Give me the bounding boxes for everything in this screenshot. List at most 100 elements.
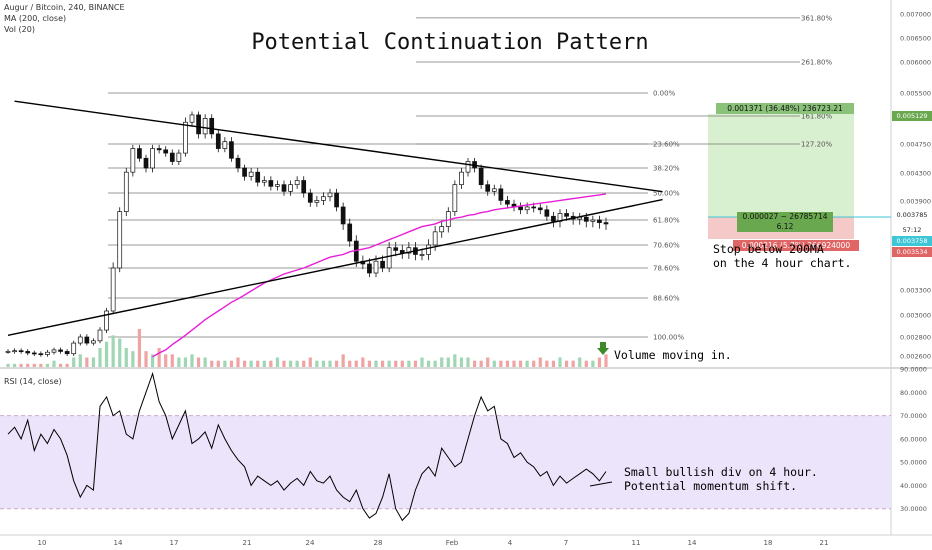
volume-bar-54 bbox=[361, 357, 365, 367]
candle-body-78 bbox=[518, 206, 523, 211]
candle-body-2 bbox=[18, 350, 24, 353]
volume-bar-11 bbox=[78, 354, 82, 367]
volume-bar-42 bbox=[282, 360, 286, 367]
stop-note-line1: Stop below 200MA bbox=[713, 242, 824, 256]
volume-bar-62 bbox=[413, 360, 418, 367]
rsi-line bbox=[7, 371, 607, 522]
volume-bar-4 bbox=[32, 363, 36, 367]
volume-bar-7 bbox=[52, 360, 56, 367]
candle-body-0 bbox=[5, 351, 11, 353]
candle-body-5 bbox=[38, 353, 44, 356]
volume-bar-30 bbox=[203, 357, 207, 367]
volume-bar-2 bbox=[19, 363, 23, 367]
candle-body-80 bbox=[531, 206, 537, 209]
candle-body-34 bbox=[229, 141, 234, 159]
volume-bar-65 bbox=[433, 360, 437, 367]
candle-body-58 bbox=[386, 247, 392, 269]
candle-body-91 bbox=[603, 222, 609, 225]
volume-bar-45 bbox=[302, 360, 306, 367]
volume-bar-59 bbox=[394, 360, 398, 367]
candle-body-48 bbox=[321, 196, 326, 201]
volume-bar-44 bbox=[295, 360, 299, 367]
fib-label-6: 38.20% bbox=[653, 165, 680, 173]
candle-body-59 bbox=[393, 247, 399, 251]
candle-body-21 bbox=[143, 157, 149, 169]
candle-body-90 bbox=[597, 219, 602, 223]
fib-label-0: 361.80% bbox=[801, 14, 832, 22]
volume-bar-31 bbox=[210, 360, 214, 367]
candle-body-27 bbox=[183, 121, 188, 154]
candle-body-28 bbox=[189, 114, 195, 123]
volume-bar-87 bbox=[578, 357, 582, 367]
candle-body-75 bbox=[498, 188, 504, 201]
rsi-note-line1: Small bullish div on 4 hour. bbox=[624, 465, 818, 479]
volume-bar-5 bbox=[39, 363, 43, 367]
volume-bar-8 bbox=[58, 363, 63, 367]
candle-body-36 bbox=[242, 167, 247, 177]
stop-note-line2: on the 4 hour chart. bbox=[713, 256, 852, 270]
candle-body-6 bbox=[45, 351, 50, 355]
volume-bar-35 bbox=[236, 357, 240, 367]
time-tick-4: 24 bbox=[306, 539, 315, 547]
candle-body-8 bbox=[58, 349, 63, 352]
volume-bar-20 bbox=[137, 329, 142, 367]
candle-body-11 bbox=[77, 336, 83, 344]
volume-bar-26 bbox=[177, 357, 181, 367]
volume-bar-37 bbox=[249, 360, 253, 367]
candle-body-43 bbox=[288, 184, 293, 192]
rsi-note-line2: Potential momentum shift. bbox=[624, 479, 798, 493]
time-tick-10: 14 bbox=[688, 539, 697, 547]
candle-body-46 bbox=[307, 192, 313, 203]
rsi-tick-4: 50.0000 bbox=[900, 459, 927, 467]
candle-body-24 bbox=[163, 149, 169, 154]
candle-body-13 bbox=[91, 340, 96, 344]
volume-bar-53 bbox=[354, 360, 358, 367]
candle-body-1 bbox=[12, 350, 17, 353]
volume-bar-12 bbox=[85, 357, 89, 367]
price-tag-stop: 0.003534 bbox=[892, 247, 932, 257]
candle-body-52 bbox=[347, 223, 353, 242]
candle-body-63 bbox=[419, 254, 425, 256]
candle-body-12 bbox=[84, 336, 90, 344]
volume-bar-21 bbox=[144, 351, 148, 367]
rsi-tick-6: 30.0000 bbox=[900, 505, 927, 513]
volume-bar-58 bbox=[387, 360, 391, 367]
price-tick-2: 0.006000 bbox=[900, 59, 931, 67]
candle-body-45 bbox=[301, 180, 307, 194]
candle-body-3 bbox=[25, 351, 31, 354]
candle-body-26 bbox=[176, 152, 182, 162]
candle-body-41 bbox=[275, 184, 280, 187]
trendline-lower bbox=[7, 198, 663, 336]
volume-bar-73 bbox=[486, 357, 490, 367]
candle-body-64 bbox=[426, 244, 431, 255]
candle-body-56 bbox=[373, 260, 379, 274]
volume-bar-89 bbox=[591, 360, 595, 367]
rsi-tick-1: 80.0000 bbox=[900, 389, 927, 397]
volume-bar-85 bbox=[564, 360, 569, 367]
volume-bar-41 bbox=[275, 357, 280, 367]
candle-body-9 bbox=[64, 351, 70, 355]
candle-body-74 bbox=[491, 188, 497, 192]
fib-label-10: 78.60% bbox=[653, 265, 680, 273]
time-tick-5: 28 bbox=[374, 539, 383, 547]
candle-body-35 bbox=[235, 157, 241, 169]
volume-bar-32 bbox=[216, 360, 220, 367]
fib-label-9: 70.60% bbox=[653, 242, 680, 250]
position-mid-label: 0.000027 ~ 26785714 6.12 bbox=[737, 212, 833, 232]
candle-body-14 bbox=[97, 329, 103, 342]
candle-body-76 bbox=[505, 200, 510, 205]
candle-body-40 bbox=[268, 180, 274, 187]
fib-label-1: 261.80% bbox=[801, 59, 832, 67]
candle-body-19 bbox=[130, 148, 136, 173]
volume-bar-91 bbox=[604, 354, 608, 367]
candle-body-50 bbox=[334, 192, 339, 208]
volume-bar-27 bbox=[183, 357, 188, 367]
candle-body-51 bbox=[340, 206, 346, 225]
volume-bar-36 bbox=[242, 360, 247, 367]
price-tick-10: 0.002600 bbox=[900, 353, 931, 361]
candle-body-22 bbox=[150, 148, 155, 169]
volume-bar-74 bbox=[492, 360, 496, 367]
volume-bar-75 bbox=[499, 360, 503, 367]
volume-bar-29 bbox=[196, 357, 201, 367]
volume-bar-80 bbox=[532, 360, 536, 367]
